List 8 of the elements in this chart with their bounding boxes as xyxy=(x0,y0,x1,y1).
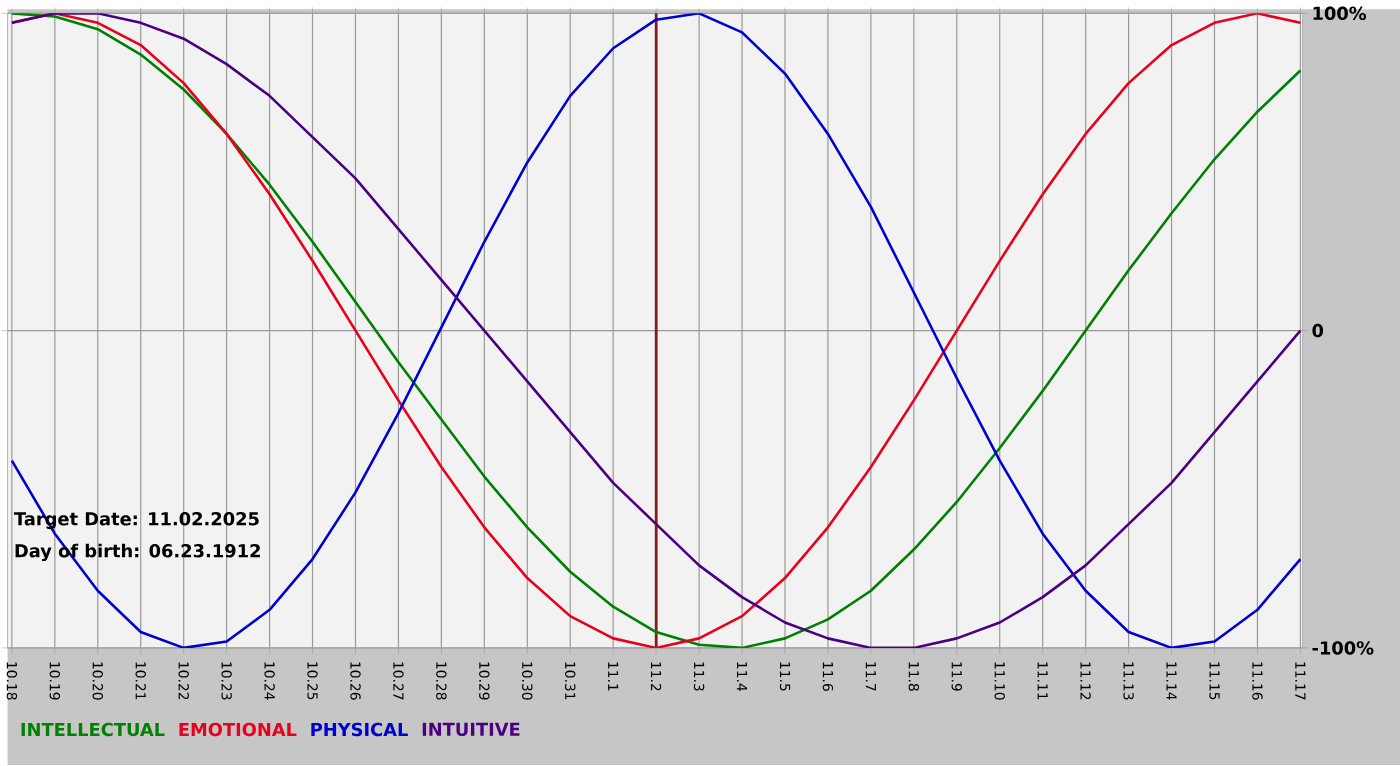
y-tick-label: 100% xyxy=(1313,6,1367,21)
text: PHYSICAL xyxy=(311,723,408,737)
text: INTUITIVE xyxy=(422,723,520,737)
line-series xyxy=(10,13,1302,649)
text: INTELLECTUAL xyxy=(21,723,165,737)
y-tick-label: -100% xyxy=(1312,641,1374,655)
y-tick-label: 0 xyxy=(1312,324,1324,338)
text: EMOTIONAL xyxy=(179,723,297,737)
